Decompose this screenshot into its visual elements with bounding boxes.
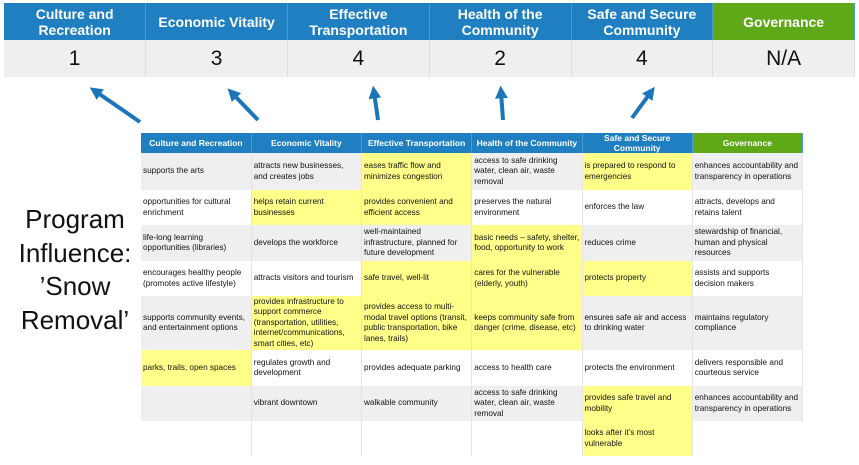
grid-cell: enhances accountability and transparency… xyxy=(692,386,804,421)
grid-row: life-long learning opportunities (librar… xyxy=(141,225,804,261)
grid-cell: life-long learning opportunities (librar… xyxy=(141,225,252,261)
grid-cell: attracts new businesses, and creates job… xyxy=(251,153,363,190)
summary-score: 1 xyxy=(4,40,147,77)
grid-cell: access to health care xyxy=(471,350,583,386)
grid-cell: supports the arts xyxy=(141,153,252,190)
summary-score: N/A xyxy=(712,40,855,77)
arrow-icon xyxy=(630,86,655,120)
grid-cell: walkable community xyxy=(361,386,473,421)
grid-header: Health of the Community xyxy=(471,133,583,153)
title-line: Program xyxy=(25,204,125,234)
grid-cell xyxy=(361,421,473,456)
grid-cell: well-maintained infrastructure, planned … xyxy=(361,225,473,261)
grid-header: Safe and Secure Community xyxy=(582,133,693,153)
grid-cell: ensures safe air and access to drinking … xyxy=(582,296,693,350)
grid-cell: enhances accountability and transparency… xyxy=(692,153,804,190)
grid-cell: supports community events, and entertain… xyxy=(141,296,252,350)
summary-header: Effective Transportation xyxy=(287,3,430,40)
grid-cell: enforces the law xyxy=(582,190,693,225)
arrow-icon xyxy=(368,85,382,121)
grid-cell: access to safe drinking water, clean air… xyxy=(471,153,583,190)
grid-cell: maintains regulatory compliance xyxy=(692,296,804,350)
grid-cell: keeps community safe from danger (crime,… xyxy=(471,296,583,350)
grid-row: parks, trails, open spaces regulates grow… xyxy=(141,350,804,386)
grid-cell: provides access to multi-modal travel op… xyxy=(361,296,473,350)
grid-cell: vibrant downtown xyxy=(251,386,363,421)
summary-score: 4 xyxy=(571,40,714,77)
grid-cell: basic needs – safety, shelter, food, opp… xyxy=(471,225,583,261)
summary-header: Economic Vitality xyxy=(145,3,288,40)
grid-cell xyxy=(141,386,252,421)
grid-row: supports community events, and entertain… xyxy=(141,296,804,350)
grid-cell: provides convenient and efficient access xyxy=(361,190,473,225)
grid-cell: opportunities for cultural enrichment xyxy=(141,190,252,225)
summary-header: Governance xyxy=(712,3,855,40)
grid-row: supports the arts attracts new businesses… xyxy=(141,153,804,190)
grid-cell: reduces crime xyxy=(582,225,693,261)
grid-cell: access to safe drinking water, clean air… xyxy=(471,386,583,421)
summary-score: 3 xyxy=(145,40,288,77)
grid-cell: provides safe travel and mobility xyxy=(582,386,693,421)
grid-cell: helps retain current businesses xyxy=(251,190,363,225)
grid-cell: looks after it’s most vulnerable xyxy=(582,421,693,456)
grid-cell: attracts visitors and tourism xyxy=(251,261,363,296)
title-line: Influence: xyxy=(18,237,132,268)
grid-row: opportunities for cultural enrichment hel… xyxy=(141,190,804,225)
arrow-icon xyxy=(495,85,508,121)
summary-table: Culture and Recreation Economic Vitality E… xyxy=(4,3,855,77)
grid-cell: provides infrastructure to support comme… xyxy=(251,296,363,350)
grid-row: encourages healthy people (promotes acti… xyxy=(141,261,804,296)
summary-header: Safe and Secure Community xyxy=(571,3,714,40)
grid-cell: parks, trails, open spaces xyxy=(141,350,252,386)
grid-cell xyxy=(471,421,583,456)
title-line: Removal’ xyxy=(20,304,130,335)
grid-row: looks after it’s most vulnerable xyxy=(141,421,803,456)
grid-header: Governance xyxy=(692,133,804,153)
summary-score: 4 xyxy=(287,40,430,77)
grid-cell: stewardship of financial, human and phys… xyxy=(692,225,804,261)
grid-cell: encourages healthy people (promotes acti… xyxy=(141,261,252,296)
grid-cell: is prepared to respond to emergencies xyxy=(582,153,693,190)
summary-score: 2 xyxy=(429,40,572,77)
arrow-icon xyxy=(227,88,260,122)
grid-header: Economic Vitality xyxy=(251,133,363,153)
grid-cell: assists and supports decision makers xyxy=(692,261,804,296)
grid-cell: attracts, develops and retains talent xyxy=(692,190,804,225)
grid-cell: safe travel, well-lit xyxy=(361,261,473,296)
influence-grid: Culture and Recreation Economic Vitality E… xyxy=(141,133,804,456)
grid-cell: protects the environment xyxy=(582,350,693,386)
grid-cell: preserves the natural environment xyxy=(471,190,583,225)
grid-cell xyxy=(251,421,363,456)
arrows xyxy=(89,85,655,124)
grid-cell: regulates growth and development xyxy=(251,350,363,386)
grid-cell: cares for the vulnerable (elderly, youth… xyxy=(471,261,583,296)
grid-cell xyxy=(692,421,803,456)
grid-cell: eases traffic flow and minimizes congest… xyxy=(361,153,473,190)
grid-row: vibrant downtown walkable community access… xyxy=(141,386,804,421)
grid-cell: develops the workforce xyxy=(251,225,363,261)
grid-header: Culture and Recreation xyxy=(141,133,252,153)
summary-header: Culture and Recreation xyxy=(4,3,147,40)
summary-header: Health of the Community xyxy=(429,3,572,40)
arrow-icon xyxy=(89,87,142,124)
grid-header: Effective Transportation xyxy=(361,133,473,153)
title-line: ’Snow xyxy=(39,271,111,301)
grid-cell: delivers responsible and courteous servi… xyxy=(692,350,804,386)
grid-cell: provides adequate parking xyxy=(361,350,473,386)
program-influence-title: Program Influence: ’Snow Removal’ xyxy=(0,203,150,337)
grid-cell: protects property xyxy=(582,261,693,296)
grid-cell xyxy=(141,421,252,456)
